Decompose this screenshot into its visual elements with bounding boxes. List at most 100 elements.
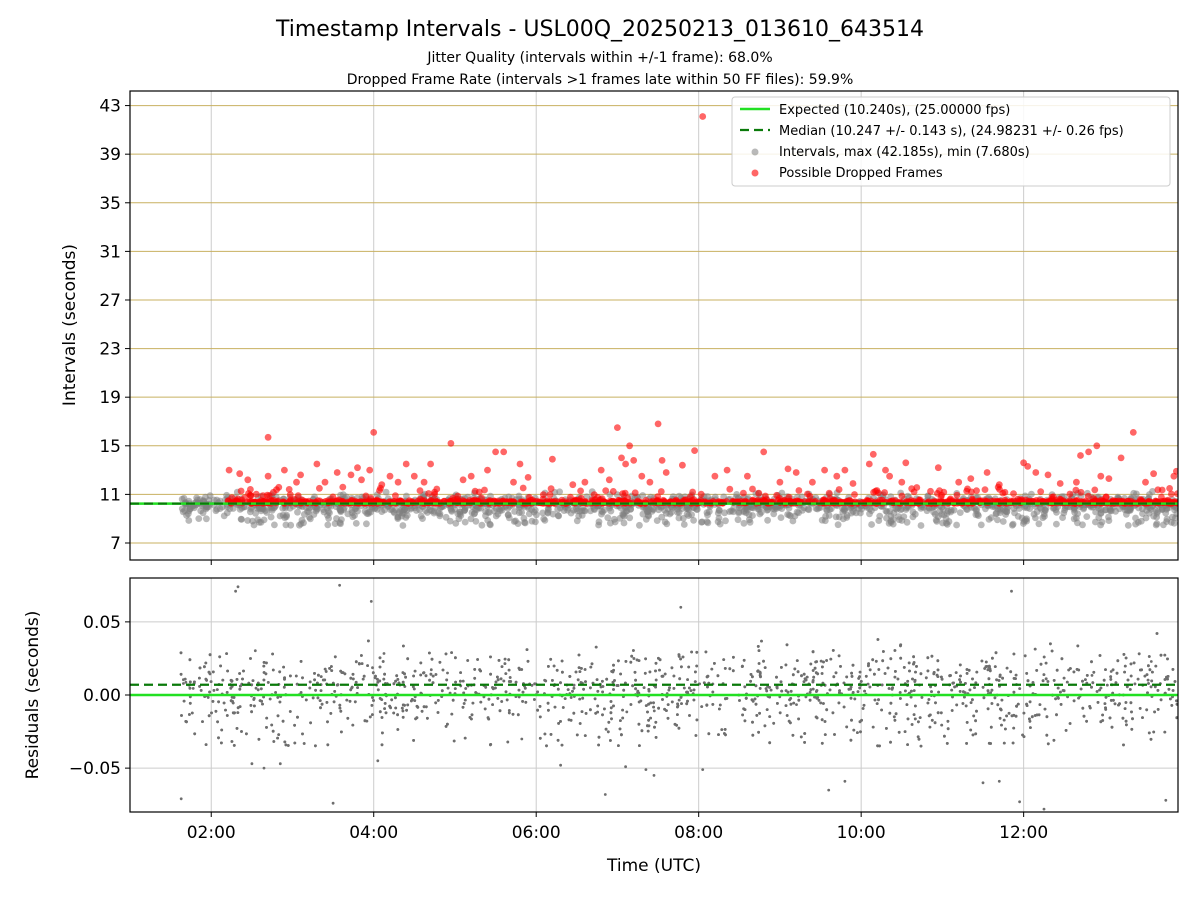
legend: Expected (10.240s), (25.00000 fps) Media… (731, 96, 1171, 187)
residual-point (301, 732, 304, 736)
interval-point (199, 497, 207, 504)
residual-point (348, 699, 352, 703)
residual-point (225, 691, 229, 694)
residual-point (988, 665, 991, 669)
residual-point (470, 717, 473, 721)
residual-point (711, 703, 715, 706)
residual-point (963, 695, 966, 699)
residual-point (642, 686, 646, 689)
residual-point (382, 652, 386, 655)
residual-point (188, 686, 192, 690)
residual-point (422, 705, 426, 709)
dropped-frame-point (983, 469, 991, 476)
residual-point (459, 679, 462, 683)
residual-point (958, 663, 962, 667)
interval-point (442, 513, 450, 521)
interval-point (722, 517, 729, 525)
residual-point (184, 680, 188, 684)
interval-point (392, 506, 400, 514)
interval-point (849, 508, 857, 515)
interval-point (834, 521, 842, 529)
residual-point (376, 680, 380, 684)
residual-point (207, 670, 211, 674)
interval-point (363, 509, 371, 517)
dropped-frame-point (882, 466, 889, 474)
interval-point (785, 511, 793, 519)
residual-point (450, 651, 453, 654)
residual-point (892, 715, 896, 719)
residual-point (912, 655, 915, 659)
residual-point (959, 674, 962, 678)
residual-point (190, 711, 194, 715)
residual-point (406, 703, 410, 707)
residual-point (476, 658, 479, 661)
residual-point (345, 698, 349, 702)
intervals-y-tick-label: 15 (99, 437, 121, 457)
residual-point (950, 709, 954, 712)
dropped-frame-point (833, 472, 841, 480)
interval-point (521, 519, 529, 527)
dropped-frame-point (654, 496, 662, 504)
interval-point (977, 521, 985, 529)
residual-point (639, 699, 643, 703)
residual-point (753, 697, 757, 701)
residual-point (888, 711, 892, 715)
residual-point (530, 683, 534, 687)
residual-point (320, 702, 324, 706)
dropped-frame-point (657, 488, 665, 495)
residual-point (612, 704, 615, 708)
residual-point (831, 711, 835, 715)
residual-point (583, 668, 587, 671)
residual-point (694, 670, 697, 674)
residual-point (723, 667, 727, 670)
residual-point (713, 662, 716, 665)
residual-point (657, 656, 660, 660)
residual-point (809, 662, 813, 666)
interval-point (793, 508, 801, 516)
dropped-frame-point (776, 478, 784, 486)
residual-point (508, 676, 512, 679)
residual-point (823, 733, 827, 736)
dropped-frame-point (792, 469, 800, 476)
residual-point (376, 688, 380, 692)
interval-point (512, 517, 519, 525)
dropped-frame-point (614, 424, 621, 431)
residual-point (441, 668, 445, 672)
residual-point (270, 723, 274, 727)
residual-point (1014, 673, 1018, 677)
residual-point (654, 669, 657, 673)
dropped-frame-point (427, 460, 434, 468)
residual-point (990, 702, 994, 705)
dropped-frame-point (1072, 486, 1080, 494)
residual-point (378, 665, 382, 669)
residual-point (507, 680, 511, 683)
residual-point (972, 714, 976, 718)
dropped-frame-point (760, 448, 768, 456)
residual-point (523, 686, 527, 690)
residual-point (394, 706, 398, 710)
residual-point (549, 657, 553, 661)
residual-point (937, 690, 940, 694)
residual-point (1088, 705, 1092, 708)
residual-point (838, 689, 841, 692)
residual-point (314, 744, 317, 748)
interval-point (556, 488, 563, 496)
residual-point (378, 656, 382, 660)
residual-point (424, 705, 428, 709)
residual-point (1146, 678, 1150, 682)
residual-point (249, 657, 252, 660)
interval-point (996, 509, 1004, 516)
interval-point (185, 517, 193, 524)
interval-point (642, 505, 650, 513)
residual-point (499, 677, 503, 681)
residual-point (886, 666, 890, 670)
residual-point (751, 675, 754, 679)
interval-point (271, 521, 278, 529)
residual-point (231, 701, 235, 705)
dropped-frame-point (679, 461, 686, 469)
residual-point (414, 717, 417, 721)
residual-point (560, 659, 564, 663)
residual-point (845, 725, 849, 729)
residual-point (822, 702, 825, 705)
residual-point (1004, 727, 1007, 731)
